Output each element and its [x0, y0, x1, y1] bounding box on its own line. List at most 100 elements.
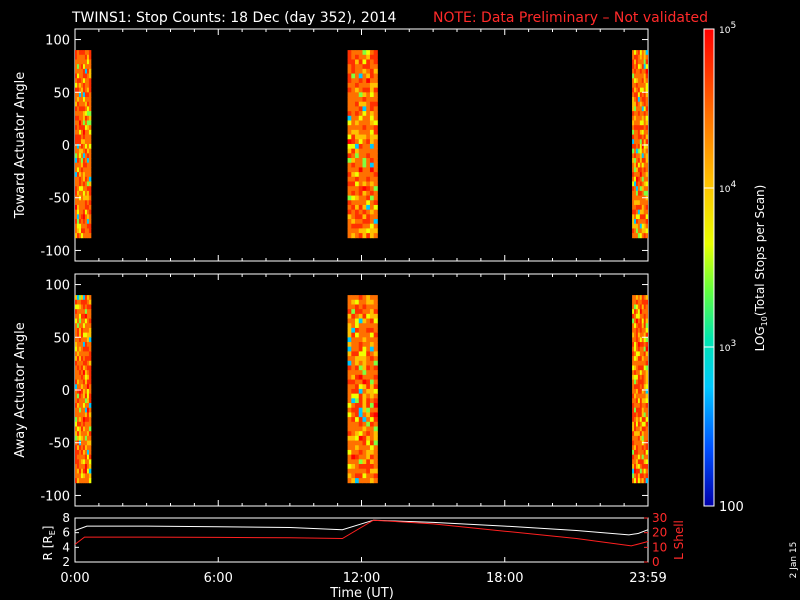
heatmap-cell	[639, 295, 643, 301]
heatmap-cell	[351, 393, 356, 399]
heatmap-cell	[355, 417, 360, 423]
heatmap-cell	[358, 115, 363, 121]
heatmap-cell	[635, 200, 639, 206]
heatmap-cell	[373, 214, 378, 220]
heatmap-cell	[366, 172, 371, 178]
heatmap-cell	[635, 393, 639, 399]
heatmap-cell	[351, 143, 356, 150]
heatmap-cell	[366, 313, 371, 319]
heatmap-cell	[84, 115, 88, 121]
heatmap-cell	[362, 309, 367, 315]
heatmap-cell	[366, 59, 371, 65]
heatmap-cell	[82, 101, 86, 107]
heatmap-cell	[76, 431, 80, 437]
heatmap-cell	[641, 365, 645, 371]
heatmap-cell	[347, 115, 352, 121]
heatmap-cell	[643, 356, 647, 362]
heatmap-cell	[78, 73, 82, 79]
heatmap-cell	[86, 87, 90, 93]
heatmap-cell	[641, 332, 645, 338]
heatmap-cell	[347, 426, 352, 432]
heatmap-cell	[82, 295, 86, 301]
heatmap-cell	[373, 360, 378, 366]
heatmap-cell	[362, 92, 367, 98]
heatmap-cell	[369, 384, 375, 390]
heatmap-cell	[88, 309, 92, 315]
heatmap-cell	[355, 176, 360, 182]
heatmap-cell	[78, 68, 82, 74]
heatmap-cell	[351, 351, 356, 357]
heatmap-cell	[78, 332, 82, 338]
l-shell-label: L Shell	[672, 520, 686, 560]
heatmap-cell	[641, 454, 645, 460]
heatmap-cell	[632, 318, 635, 324]
heatmap-cell	[355, 356, 360, 362]
heatmap-cell	[351, 73, 356, 79]
heatmap-cell	[88, 351, 92, 357]
heatmap-cell	[373, 172, 378, 178]
heatmap-cell	[645, 82, 648, 89]
heatmap-cell	[637, 78, 641, 84]
heatmap-cell	[362, 190, 367, 196]
y-tick-label: -50	[49, 437, 70, 452]
heatmap-cell	[634, 299, 637, 305]
heatmap-cell	[641, 64, 645, 70]
heatmap-cell	[351, 337, 356, 343]
heatmap-cell	[351, 59, 356, 65]
heatmap-cell	[373, 426, 378, 432]
heatmap-cell	[88, 59, 92, 65]
heatmap-cell	[88, 449, 92, 456]
heatmap-cell	[84, 228, 88, 234]
heatmap-cell	[643, 68, 647, 74]
heatmap-cell	[643, 398, 647, 404]
heatmap-cell	[641, 379, 645, 385]
heatmap-cell	[639, 200, 643, 206]
heatmap-cell	[82, 125, 86, 131]
heatmap-cell	[82, 106, 86, 112]
heatmap-cell	[86, 129, 90, 135]
heatmap-cell	[634, 158, 637, 164]
heatmap-cell	[639, 398, 643, 404]
heatmap-cell	[88, 143, 92, 150]
heatmap-cell	[643, 176, 647, 182]
heatmap-cell	[78, 379, 82, 385]
heatmap-cell	[373, 417, 378, 423]
heatmap-cell	[641, 78, 645, 84]
heatmap-cell	[632, 403, 635, 409]
heatmap-cell	[369, 332, 375, 338]
heatmap-cell	[362, 59, 367, 65]
heatmap-cell	[635, 398, 639, 404]
panel1-ylabel: Toward Actuator Angle	[13, 72, 28, 219]
heatmap-cell	[76, 125, 80, 131]
heatmap-cell	[80, 209, 84, 215]
heatmap-cell	[366, 295, 371, 301]
heatmap-cell	[355, 92, 360, 98]
heatmap-cell	[88, 115, 92, 121]
heatmap-cell	[637, 440, 641, 446]
heatmap-cell	[369, 87, 375, 93]
heatmap-cell	[358, 148, 363, 154]
heatmap-cell	[635, 176, 639, 182]
heatmap-cell	[351, 332, 356, 338]
heatmap-cell	[88, 219, 92, 225]
heatmap-cell	[637, 365, 641, 371]
heatmap-cell	[76, 223, 80, 229]
heatmap-cell	[347, 435, 352, 441]
heatmap-cell	[641, 323, 645, 329]
heatmap-cell	[355, 468, 360, 474]
heatmap-cell	[86, 101, 90, 107]
heatmap-cell	[78, 158, 82, 164]
heatmap-cell	[75, 374, 78, 380]
heatmap-cell	[75, 78, 78, 84]
heatmap-cell	[347, 468, 352, 474]
colorbar-tick-label: 100	[719, 500, 744, 515]
heatmap-cell	[86, 379, 90, 385]
heatmap-cell	[347, 233, 352, 239]
heatmap-cell	[635, 468, 639, 474]
heatmap-cell	[355, 214, 360, 220]
heatmap-cell	[634, 223, 637, 229]
heatmap-cell	[639, 445, 643, 451]
heatmap-cell	[80, 101, 84, 107]
heatmap-cell	[355, 106, 360, 112]
